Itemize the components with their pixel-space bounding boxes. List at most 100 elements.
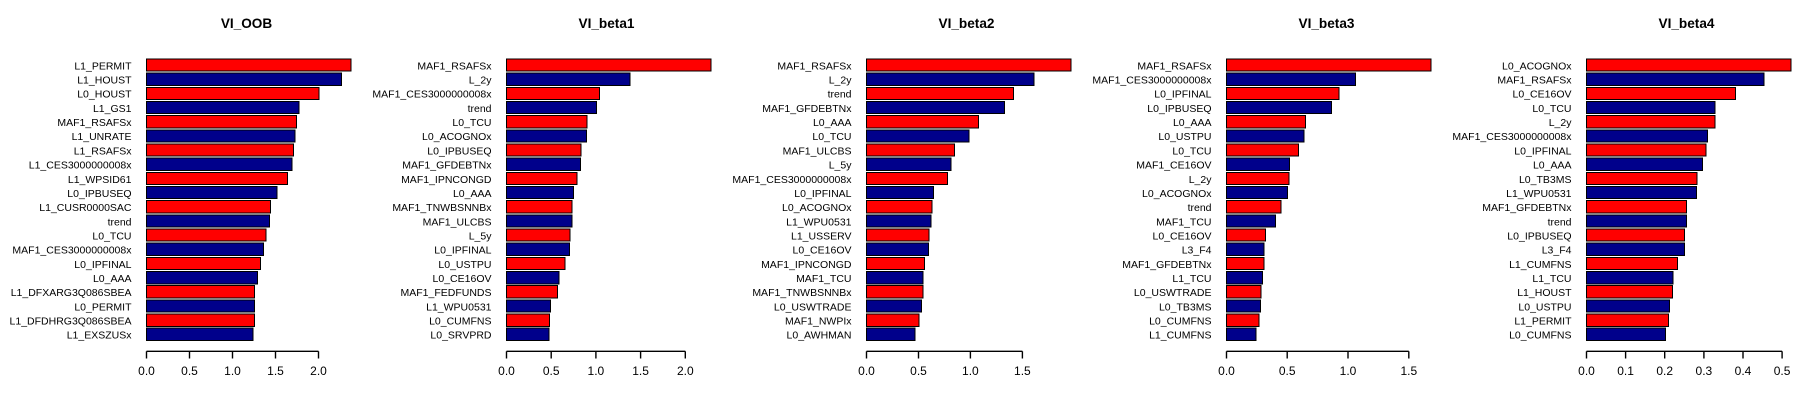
svg-text:MAF1_IPNCONGD: MAF1_IPNCONGD <box>761 259 852 271</box>
svg-text:L0_HOUST: L0_HOUST <box>77 89 132 101</box>
svg-text:L1_USSERV: L1_USSERV <box>791 230 852 242</box>
svg-text:L0_AAA: L0_AAA <box>1173 117 1212 129</box>
svg-text:MAF1_CES3000000008x: MAF1_CES3000000008x <box>1092 75 1212 87</box>
svg-text:L1_WPU0531: L1_WPU0531 <box>426 301 492 313</box>
svg-text:0.5: 0.5 <box>1774 364 1791 378</box>
svg-text:L1_PERMIT: L1_PERMIT <box>74 60 132 72</box>
svg-text:MAF1_GFDEBTNx: MAF1_GFDEBTNx <box>1122 259 1212 271</box>
svg-text:L0_AWHMAN: L0_AWHMAN <box>787 330 852 342</box>
svg-text:0.0: 0.0 <box>858 364 875 378</box>
svg-text:0.0: 0.0 <box>138 364 155 378</box>
svg-text:L0_ACOGNOx: L0_ACOGNOx <box>1502 60 1572 72</box>
svg-text:L1_WPU0531: L1_WPU0531 <box>1506 188 1572 200</box>
svg-text:L0_USTPU: L0_USTPU <box>438 259 491 271</box>
svg-text:1.0: 1.0 <box>588 364 605 378</box>
svg-text:MAF1_RSAFSx: MAF1_RSAFSx <box>1137 60 1212 72</box>
svg-text:L1_UNRATE: L1_UNRATE <box>72 131 132 143</box>
svg-text:MAF1_CE16OV: MAF1_CE16OV <box>1136 160 1211 172</box>
svg-text:L0_CE16OV: L0_CE16OV <box>433 273 492 285</box>
svg-text:MAF1_GFDEBTNx: MAF1_GFDEBTNx <box>762 103 852 115</box>
svg-text:2.0: 2.0 <box>310 364 327 378</box>
svg-text:L0_SRVPRD: L0_SRVPRD <box>430 330 492 342</box>
svg-text:L0_IPBUSEQ: L0_IPBUSEQ <box>1507 230 1571 242</box>
svg-text:L0_USWTRADE: L0_USWTRADE <box>774 301 852 313</box>
svg-text:L0_PERMIT: L0_PERMIT <box>74 301 132 313</box>
svg-text:L0_AAA: L0_AAA <box>1533 160 1572 172</box>
svg-text:L1_DFDHRG3Q086SBEA: L1_DFDHRG3Q086SBEA <box>10 316 132 328</box>
svg-text:L_5y: L_5y <box>469 230 493 242</box>
svg-text:MAF1_FEDFUNDS: MAF1_FEDFUNDS <box>400 287 491 299</box>
svg-text:L1_GS1: L1_GS1 <box>93 103 132 115</box>
svg-text:L1_TCU: L1_TCU <box>1172 273 1211 285</box>
svg-text:L0_CE16OV: L0_CE16OV <box>1153 230 1212 242</box>
svg-text:trend: trend <box>108 216 132 228</box>
svg-text:L1_PERMIT: L1_PERMIT <box>1514 316 1572 328</box>
svg-text:MAF1_GFDEBTNx: MAF1_GFDEBTNx <box>402 160 492 172</box>
svg-text:L1_TCU: L1_TCU <box>1532 273 1571 285</box>
svg-text:MAF1_TNWBSNNBx: MAF1_TNWBSNNBx <box>392 202 492 214</box>
svg-text:L1_HOUST: L1_HOUST <box>77 75 132 87</box>
svg-text:L0_IPFINAL: L0_IPFINAL <box>1514 145 1571 157</box>
svg-text:L0_IPFINAL: L0_IPFINAL <box>794 188 851 200</box>
svg-text:VI_beta3: VI_beta3 <box>1299 16 1355 31</box>
svg-text:L0_IPFINAL: L0_IPFINAL <box>434 245 491 257</box>
svg-text:L0_USTPU: L0_USTPU <box>1518 301 1571 313</box>
svg-text:VI_OOB: VI_OOB <box>221 16 273 31</box>
svg-text:L0_ACOGNOx: L0_ACOGNOx <box>782 202 852 214</box>
svg-text:L_5y: L_5y <box>829 160 853 172</box>
svg-text:L0_TCU: L0_TCU <box>452 117 491 129</box>
svg-text:1.5: 1.5 <box>1014 364 1031 378</box>
svg-text:trend: trend <box>1548 216 1572 228</box>
svg-text:MAF1_GFDEBTNx: MAF1_GFDEBTNx <box>1482 202 1572 214</box>
svg-text:L0_TCU: L0_TCU <box>812 131 851 143</box>
svg-text:L1_RSAFSx: L1_RSAFSx <box>74 145 133 157</box>
svg-text:0.5: 0.5 <box>181 364 198 378</box>
svg-text:trend: trend <box>1188 202 1212 214</box>
svg-text:L0_IPBUSEQ: L0_IPBUSEQ <box>427 145 491 157</box>
svg-text:MAF1_RSAFSx: MAF1_RSAFSx <box>417 60 492 72</box>
svg-text:0.0: 0.0 <box>498 364 515 378</box>
svg-text:L0_TB3MS: L0_TB3MS <box>1159 301 1212 313</box>
svg-text:L0_IPFINAL: L0_IPFINAL <box>1154 89 1211 101</box>
svg-text:L_2y: L_2y <box>1549 117 1573 129</box>
svg-text:L1_CES3000000008x: L1_CES3000000008x <box>29 160 133 172</box>
svg-text:L0_TCU: L0_TCU <box>92 230 131 242</box>
svg-text:L0_TB3MS: L0_TB3MS <box>1519 174 1572 186</box>
svg-text:MAF1_CES3000000008x: MAF1_CES3000000008x <box>12 245 132 257</box>
svg-text:L3_F4: L3_F4 <box>1182 245 1212 257</box>
svg-text:0.4: 0.4 <box>1735 364 1752 378</box>
svg-text:MAF1_NWPIx: MAF1_NWPIx <box>785 316 852 328</box>
svg-text:L0_CUMFNS: L0_CUMFNS <box>1509 330 1571 342</box>
svg-text:L0_CE16OV: L0_CE16OV <box>1513 89 1572 101</box>
svg-text:L0_AAA: L0_AAA <box>813 117 852 129</box>
svg-text:L0_AAA: L0_AAA <box>453 188 492 200</box>
svg-text:MAF1_TNWBSNNBx: MAF1_TNWBSNNBx <box>752 287 852 299</box>
svg-text:0.5: 0.5 <box>910 364 927 378</box>
svg-text:MAF1_RSAFSx: MAF1_RSAFSx <box>57 117 132 129</box>
svg-text:L0_CE16OV: L0_CE16OV <box>793 245 852 257</box>
svg-text:trend: trend <box>468 103 492 115</box>
svg-text:L0_USTPU: L0_USTPU <box>1158 131 1211 143</box>
svg-text:L0_CUMFNS: L0_CUMFNS <box>1149 316 1211 328</box>
svg-text:L1_CUSR0000SAC: L1_CUSR0000SAC <box>39 202 132 214</box>
svg-text:L1_HOUST: L1_HOUST <box>1517 287 1572 299</box>
svg-text:L3_F4: L3_F4 <box>1542 245 1572 257</box>
svg-text:L0_IPBUSEQ: L0_IPBUSEQ <box>1147 103 1211 115</box>
svg-text:L1_CUMFNS: L1_CUMFNS <box>1149 330 1211 342</box>
svg-text:MAF1_CES3000000008x: MAF1_CES3000000008x <box>1452 131 1572 143</box>
svg-text:L_2y: L_2y <box>1189 174 1213 186</box>
svg-text:1.0: 1.0 <box>1340 364 1357 378</box>
svg-text:0.0: 0.0 <box>1578 364 1595 378</box>
svg-text:VI_beta4: VI_beta4 <box>1659 16 1715 31</box>
svg-text:L0_TCU: L0_TCU <box>1172 145 1211 157</box>
svg-text:L0_AAA: L0_AAA <box>93 273 132 285</box>
svg-text:L1_CUMFNS: L1_CUMFNS <box>1509 259 1571 271</box>
svg-text:L_2y: L_2y <box>829 75 853 87</box>
svg-text:L0_IPBUSEQ: L0_IPBUSEQ <box>67 188 131 200</box>
svg-text:1.5: 1.5 <box>1400 364 1417 378</box>
svg-text:MAF1_IPNCONGD: MAF1_IPNCONGD <box>401 174 492 186</box>
svg-text:0.5: 0.5 <box>543 364 560 378</box>
svg-text:L0_USWTRADE: L0_USWTRADE <box>1134 287 1212 299</box>
svg-text:L0_CUMFNS: L0_CUMFNS <box>429 316 491 328</box>
svg-text:2.0: 2.0 <box>677 364 694 378</box>
